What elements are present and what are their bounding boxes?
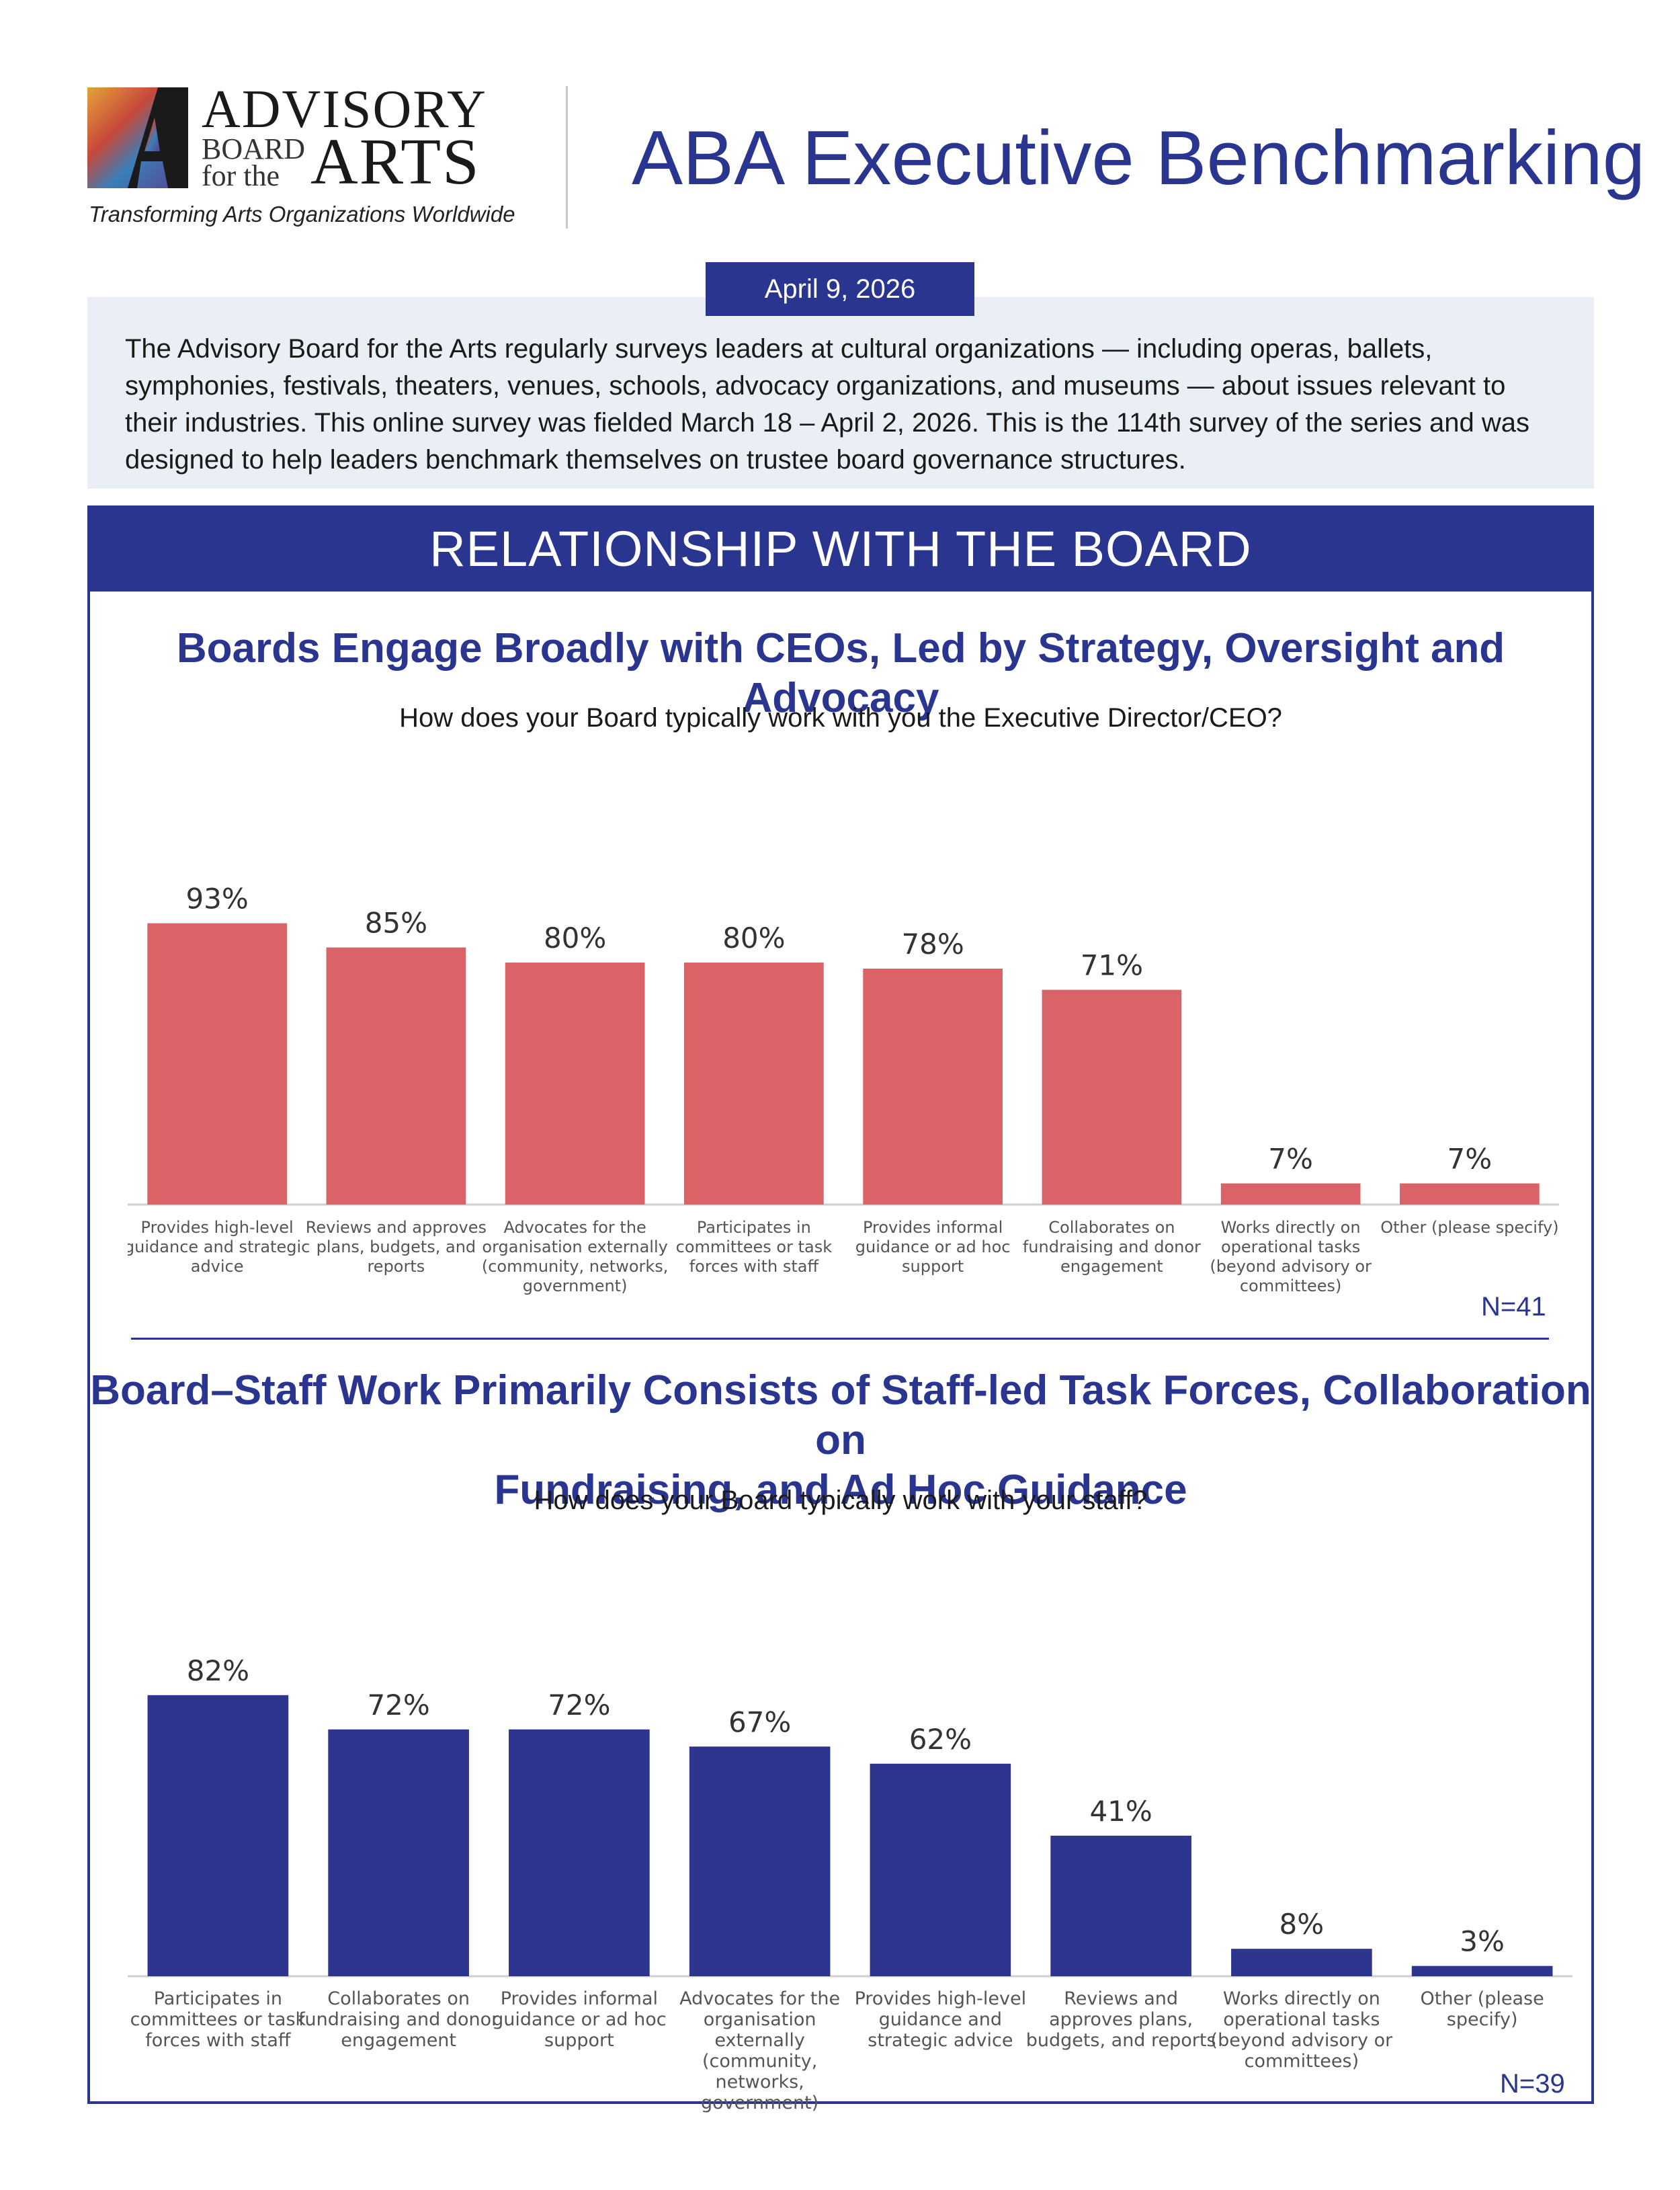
chart1-category-label: Other (please specify) [1380, 1218, 1558, 1237]
chart1-category-label: Participates in committees or task forces … [676, 1218, 833, 1276]
chart1-title: Boards Engage Broadly with CEOs, Led by … [176, 625, 1505, 721]
chart2-bar [147, 1695, 289, 1976]
chart1-category-label: Reviews and approves plans, budgets, and r… [306, 1218, 487, 1276]
chart1-subtitle: How does your Board typically work with … [399, 703, 1282, 733]
chart2-svg: 82% Participates in committees or task forc… [128, 1654, 1572, 2113]
advisory-board-logo-icon [87, 87, 188, 188]
chart1-bar [1400, 1183, 1540, 1205]
chart2-n-label: N=39 [1500, 2069, 1565, 2099]
chart2-category-label: Reviews and approves plans, budgets, and r… [1026, 1988, 1216, 2051]
chart2-value-label: 72% [367, 1689, 429, 1721]
chart1-value-label: 80% [722, 922, 785, 955]
chart1-value-label: 80% [544, 922, 606, 955]
brand-advisory-text: ADVISORY [202, 80, 487, 139]
brand-forthe-text: for the [202, 159, 280, 192]
intro-text: The Advisory Board for the Arts regularl… [125, 334, 1529, 475]
chart1-value-label: 85% [365, 907, 427, 940]
chart2-value-label: 72% [548, 1689, 610, 1721]
chart2-value-label: 62% [909, 1723, 972, 1756]
chart1-category-label: Advocates for the organisation externally… [482, 1218, 669, 1295]
chart2-title: Board–Staff Work Primarily Consists of S… [87, 1366, 1594, 1515]
chart2-bar [509, 1729, 650, 1976]
date-badge: April 9, 2026 [706, 262, 974, 316]
chart2-category-label: Collaborates on fundraising and donor enga… [298, 1988, 499, 2051]
chart1-bar [326, 947, 466, 1205]
chart1-bar [863, 969, 1003, 1205]
chart2-category-label: Participates in committees or task forces … [130, 1988, 306, 2051]
chart-divider [131, 1338, 1549, 1340]
chart1-value-label: 78% [901, 928, 964, 961]
chart1-svg: 93% Provides high-level guidance and strat… [128, 883, 1559, 1295]
chart1-bar [1220, 1183, 1361, 1205]
chart2-bar [870, 1763, 1011, 1976]
chart2-value-label: 3% [1460, 1925, 1505, 1958]
chart2-value-label: 82% [187, 1654, 249, 1687]
chart1-bar [147, 923, 287, 1205]
chart1-bar [1042, 989, 1182, 1205]
brand-board-text: BOARD [202, 132, 306, 165]
intro-box: The Advisory Board for the Arts regularl… [87, 297, 1594, 489]
chart1-value-label: 7% [1268, 1143, 1313, 1176]
chart1-value-label: 7% [1447, 1143, 1493, 1176]
chart2-bar [328, 1729, 469, 1976]
tagline: Transforming Arts Organizations Worldwid… [89, 202, 515, 227]
chart2-category-label: Provides high-level guidance and strategic… [855, 1988, 1027, 2051]
chart2-value-label: 41% [1089, 1795, 1152, 1828]
chart1-bar [505, 963, 645, 1205]
chart1-bar [684, 963, 824, 1205]
brand-arts-text: ARTS [310, 126, 480, 198]
chart1-category-label: Provides high-level guidance and strategi… [128, 1218, 310, 1276]
chart1-value-label: 93% [185, 883, 248, 916]
header-divider [566, 86, 568, 229]
chart1-category-label: Provides informal guidance or ad hoc suppo… [855, 1218, 1011, 1276]
chart2-bar [1231, 1949, 1372, 1976]
page-title: ABA Executive Benchmarking [632, 116, 1646, 201]
chart2-bar [1411, 1965, 1553, 1976]
chart2-bar [689, 1746, 831, 1976]
chart2-value-label: 8% [1279, 1908, 1325, 1941]
chart2-category-label: Works directly on operational tasks (beyon… [1211, 1988, 1394, 2072]
chart1-category-label: Collaborates on fundraising and donor enga… [1023, 1218, 1201, 1276]
chart2-category-label: Other (please specify) [1420, 1988, 1544, 2030]
chart2-category-label: Advocates for the organisation externally(… [679, 1988, 840, 2113]
chart2-title-line1: Board–Staff Work Primarily Consists of S… [90, 1367, 1591, 1463]
chart1-value-label: 71% [1081, 949, 1143, 982]
chart2-value-label: 67% [728, 1705, 791, 1738]
chart1-category-label: Works directly on operational tasks (beyon… [1210, 1218, 1372, 1295]
chart1-n-label: N=41 [1481, 1292, 1546, 1322]
chart2-subtitle: How does your Board typically work with … [534, 1486, 1148, 1515]
chart2-title-line2: Fundraising, and Ad Hoc Guidance [494, 1467, 1187, 1513]
section-title: RELATIONSHIP WITH THE BOARD [87, 505, 1594, 592]
chart2-category-label: Provides informal guidance or ad hoc suppo… [492, 1988, 667, 2051]
chart2-bar [1050, 1835, 1191, 1976]
